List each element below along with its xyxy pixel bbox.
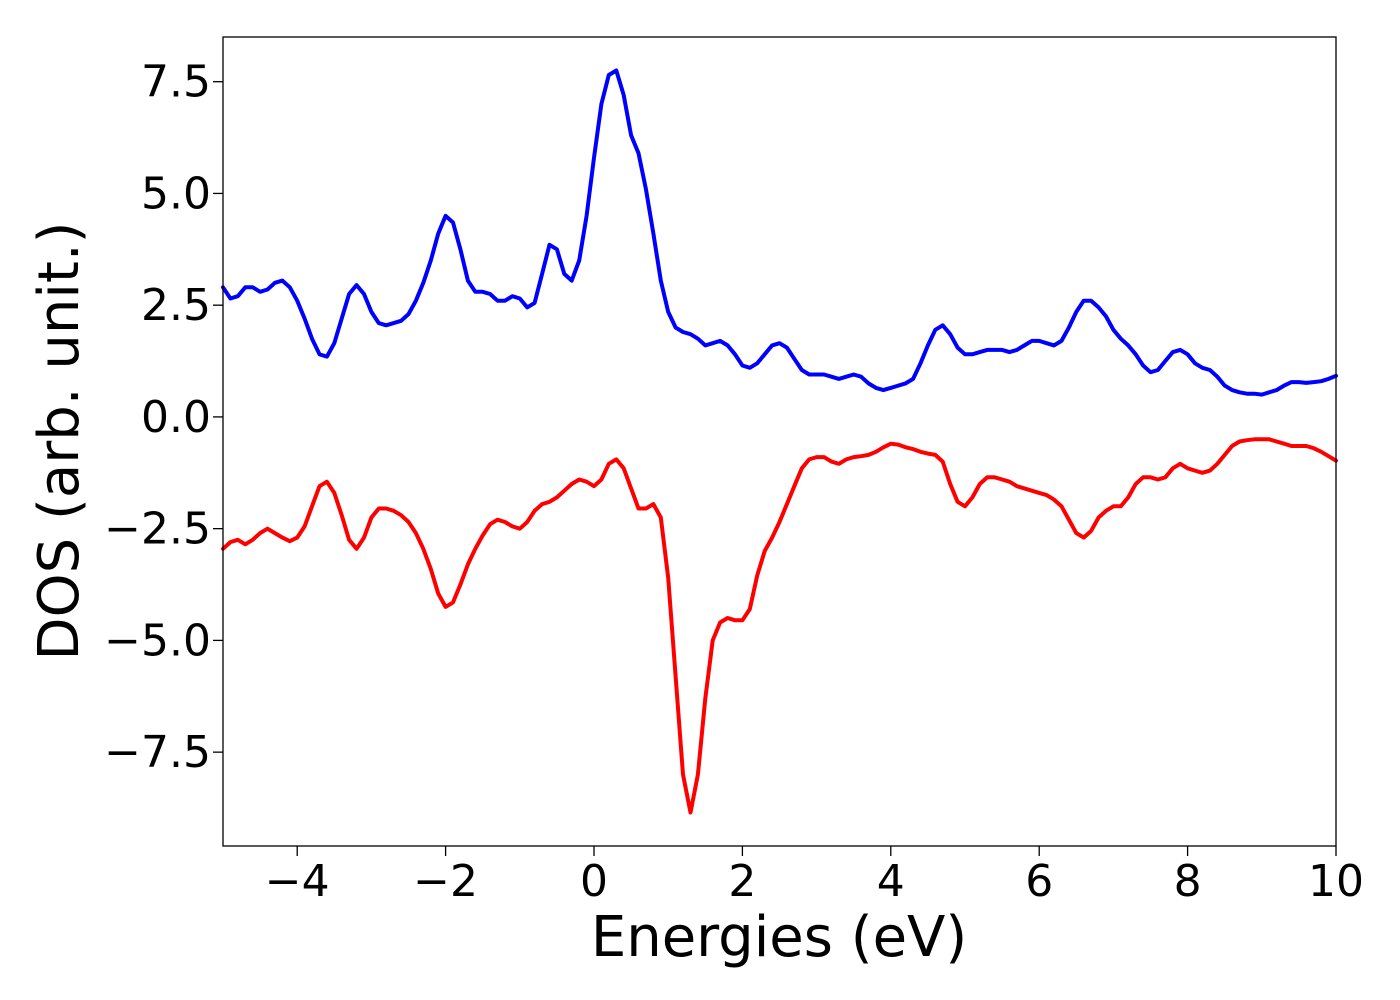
x-tick-label: 2	[728, 856, 756, 907]
y-tick-label: −5.0	[104, 615, 211, 666]
y-tick-label: −7.5	[104, 727, 211, 778]
y-tick-label: 2.5	[141, 280, 211, 331]
x-tick-label: −4	[265, 856, 330, 907]
x-axis-label: Energies (eV)	[591, 905, 967, 970]
x-tick-label: 0	[580, 856, 608, 907]
y-tick-label: 5.0	[141, 168, 211, 219]
x-tick-label: 8	[1174, 856, 1202, 907]
plot-series-group	[221, 68, 1338, 815]
axis-ticks-group: −4 −2 0 2 4 6 8 10 7.5 5.0 2.5 0.0 −2.5 −5.0 −7.5	[104, 57, 1364, 907]
y-axis-label: DOS (arb. unit.)	[27, 221, 92, 660]
x-tick-label: 6	[1025, 856, 1053, 907]
series-line-0	[221, 68, 1338, 397]
plot-frame	[222, 36, 1337, 847]
y-tick-label: 0.0	[141, 392, 211, 443]
series-line-1	[221, 437, 1338, 815]
x-tick-label: −2	[413, 856, 478, 907]
x-tick-label: 10	[1308, 856, 1364, 907]
y-tick-label: −2.5	[104, 504, 211, 555]
x-tick-label: 4	[877, 856, 905, 907]
y-tick-label: 7.5	[141, 57, 211, 108]
